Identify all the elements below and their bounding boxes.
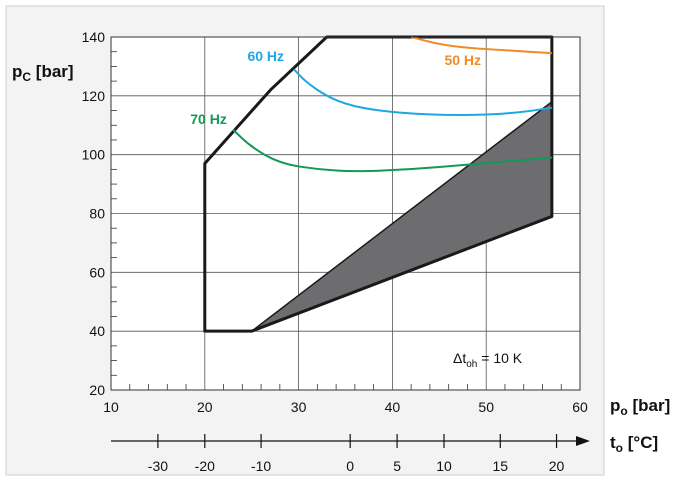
series-line-60-hz — [293, 68, 553, 116]
minor-ticks — [111, 51, 562, 390]
series-label-50-hz: 50 Hz — [444, 52, 481, 68]
y-tick-label: 40 — [89, 323, 105, 339]
x-tick-label: 30 — [291, 399, 307, 415]
temperature-axis-label: to [°C] — [610, 433, 658, 455]
temperature-tick-label: 10 — [436, 458, 452, 474]
x-axis-label: po [bar] — [610, 396, 670, 418]
y-tick-label: 60 — [89, 264, 105, 280]
series-labels: 50 Hz 60 Hz 70 Hz — [190, 48, 481, 127]
series-line-70-hz — [232, 128, 552, 173]
temperature-axis-arrow — [576, 436, 590, 446]
temperature-tick-label: 15 — [492, 458, 508, 474]
y-tick-labels: 20 40 60 80 100 120 140 — [82, 29, 106, 398]
x-tick-label: 20 — [197, 399, 213, 415]
series-label-60-hz: 60 Hz — [247, 48, 284, 64]
temperature-tick-label: 0 — [346, 458, 354, 474]
y-tick-label: 80 — [89, 206, 105, 222]
temperature-ticks: -30 -20 -10 0 5 10 15 20 — [148, 434, 565, 474]
x-tick-label: 40 — [385, 399, 401, 415]
y-axis-label: pC [bar] — [12, 62, 74, 84]
temperature-tick-label: 20 — [549, 458, 565, 474]
temperature-tick-label: -10 — [251, 458, 271, 474]
y-tick-label: 20 — [89, 382, 105, 398]
y-tick-label: 100 — [82, 147, 106, 163]
superheat-annotation: Δtoh = 10 K — [453, 350, 523, 370]
series-line-50-hz — [410, 36, 552, 55]
frequency-curves — [232, 36, 553, 173]
x-tick-label: 50 — [478, 399, 494, 415]
series-label-70-hz: 70 Hz — [190, 111, 227, 127]
x-tick-label: 60 — [572, 399, 588, 415]
x-tick-label: 10 — [103, 399, 119, 415]
temperature-tick-label: -20 — [195, 458, 215, 474]
x-tick-labels: 10 20 30 40 50 60 — [103, 399, 588, 415]
temperature-tick-label: 5 — [393, 458, 401, 474]
y-tick-label: 120 — [82, 88, 106, 104]
temperature-tick-label: -30 — [148, 458, 168, 474]
y-tick-label: 140 — [82, 29, 106, 45]
plot-frame — [110, 36, 581, 391]
